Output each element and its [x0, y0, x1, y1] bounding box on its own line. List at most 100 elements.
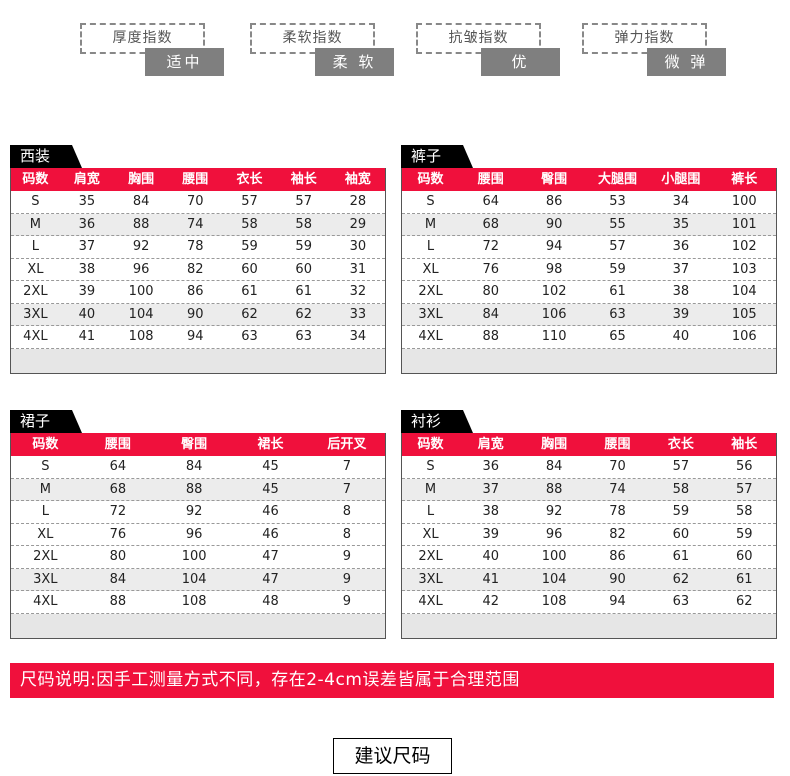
header-cell: 肩宽 — [73, 172, 100, 187]
table-cell: 32 — [349, 284, 367, 299]
index-value: 微 弹 — [647, 48, 726, 76]
table-row: M 36 88 74 58 58 29 — [11, 213, 385, 236]
table-cell: 92 — [545, 504, 563, 519]
header-cell: 胸围 — [128, 172, 155, 187]
table-cell: 60 — [736, 549, 753, 564]
header-cell: 衣长 — [667, 437, 694, 452]
header-cell: 裤长 — [731, 172, 758, 187]
table-cell: 46 — [262, 504, 279, 519]
table-cell: S — [426, 194, 435, 209]
table-row: L 72 94 57 36 102 — [402, 236, 776, 259]
table-cell: 47 — [262, 571, 279, 587]
table-cell: 33 — [349, 306, 367, 322]
table-cell: 3XL — [23, 306, 48, 322]
header-cell: 袖宽 — [344, 172, 371, 187]
table-row: 3XL 84 104 47 9 — [11, 568, 385, 591]
table-cell: 57 — [295, 194, 312, 209]
table-cell: 94 — [609, 594, 626, 609]
table-row: 4XL 41 108 94 63 63 34 — [11, 326, 385, 349]
index-item: 厚度指数 适中 — [80, 23, 230, 78]
table-cell: 4XL — [33, 594, 58, 609]
table-cell: 57 — [672, 459, 690, 474]
table-cell: 104 — [181, 571, 207, 587]
table-cell: 92 — [185, 504, 203, 519]
table-title: 裤子 — [401, 145, 473, 168]
table-header: 码数 腰围 臀围 大腿围 小腿围 裤长 — [402, 168, 776, 191]
table-cell: 103 — [731, 261, 757, 277]
table-cell: 57 — [736, 481, 753, 497]
table-cell: 104 — [541, 571, 567, 587]
size-table: 衬衫 码数 肩宽 胸围 腰围 衣长 袖长 S 36 84 70 57 56 M 37 88 74 58 57 L 38 9… — [401, 410, 777, 639]
table-cell: 88 — [185, 481, 203, 497]
table-cell: 102 — [731, 239, 757, 254]
table-cell: 36 — [672, 239, 690, 254]
table-cell: 98 — [545, 261, 563, 277]
table-cell: L — [426, 504, 435, 519]
table-cell: 104 — [731, 284, 757, 299]
table-row: XL 76 96 46 8 — [11, 524, 385, 546]
table-footer — [402, 348, 776, 373]
table-cell: 35 — [672, 216, 690, 232]
table-cell: 63 — [609, 306, 626, 322]
table-cell: 34 — [672, 194, 690, 209]
table-cell: 62 — [241, 306, 258, 322]
table-header: 码数 肩宽 胸围 腰围 衣长 袖长 — [402, 433, 776, 456]
table-cell: 28 — [349, 194, 367, 209]
table-cell: S — [41, 459, 50, 474]
table-cell: 8 — [342, 504, 351, 519]
table-cell: 7 — [342, 459, 351, 474]
table-cell: 96 — [132, 261, 150, 277]
table-cell: 88 — [109, 594, 127, 609]
table-footer — [402, 613, 776, 638]
table-cell: 110 — [541, 329, 567, 344]
table-cell: M — [29, 216, 41, 232]
table-row: L 72 92 46 8 — [11, 501, 385, 524]
table-title: 裙子 — [10, 410, 82, 433]
table-row: L 37 92 78 59 59 30 — [11, 236, 385, 259]
size-table: 裙子 码数 腰围 臀围 裙长 后开叉 S 64 84 45 7 M 68 88 45 7 L 72 92 46 8 XL 7… — [10, 410, 386, 639]
table-cell: XL — [422, 261, 439, 277]
suggested-size-button[interactable]: 建议尺码 — [333, 738, 452, 774]
index-value: 优 — [481, 48, 560, 76]
table-cell: 76 — [482, 261, 500, 277]
header-cell: 码数 — [22, 172, 49, 187]
table-cell: 100 — [128, 284, 154, 299]
index-label: 弹力指数 — [582, 23, 707, 54]
table-cell: 88 — [132, 216, 150, 232]
table-cell: 61 — [295, 284, 312, 299]
table-cell: 34 — [349, 329, 367, 344]
header-cell: 码数 — [417, 172, 444, 187]
table-cell: M — [424, 481, 437, 497]
table-cell: 61 — [736, 571, 753, 587]
table-cell: 62 — [295, 306, 312, 322]
table-row: S 64 86 53 34 100 — [402, 191, 776, 214]
table-cell: 76 — [109, 526, 127, 542]
table-cell: XL — [422, 526, 439, 542]
table-cell: 88 — [545, 481, 563, 497]
table-row: S 35 84 70 57 57 28 — [11, 191, 385, 214]
table-cell: 60 — [241, 261, 258, 277]
table-cell: 104 — [128, 306, 154, 322]
table-cell: 60 — [672, 526, 690, 542]
table-cell: 9 — [342, 571, 351, 587]
table-cell: 37 — [78, 239, 96, 254]
table-cell: 64 — [482, 194, 500, 209]
table-footer — [11, 613, 385, 638]
header-cell: 码数 — [32, 437, 59, 452]
table-row: 4XL 88 108 48 9 — [11, 591, 385, 614]
table-cell: 57 — [241, 194, 258, 209]
table-cell: 82 — [187, 261, 204, 277]
table-title: 西装 — [10, 145, 82, 168]
table-row: S 36 84 70 57 56 — [402, 456, 776, 479]
table-row: M 68 88 45 7 — [11, 478, 385, 501]
index-value: 柔 软 — [315, 48, 394, 76]
header-cell: 腰围 — [182, 172, 209, 187]
table-cell: L — [31, 239, 40, 254]
table-cell: 59 — [295, 239, 312, 254]
table-cell: 101 — [731, 216, 757, 232]
table-cell: 30 — [349, 239, 367, 254]
table-cell: 39 — [78, 284, 96, 299]
table-cell: 90 — [609, 571, 626, 587]
table-cell: 74 — [187, 216, 204, 232]
